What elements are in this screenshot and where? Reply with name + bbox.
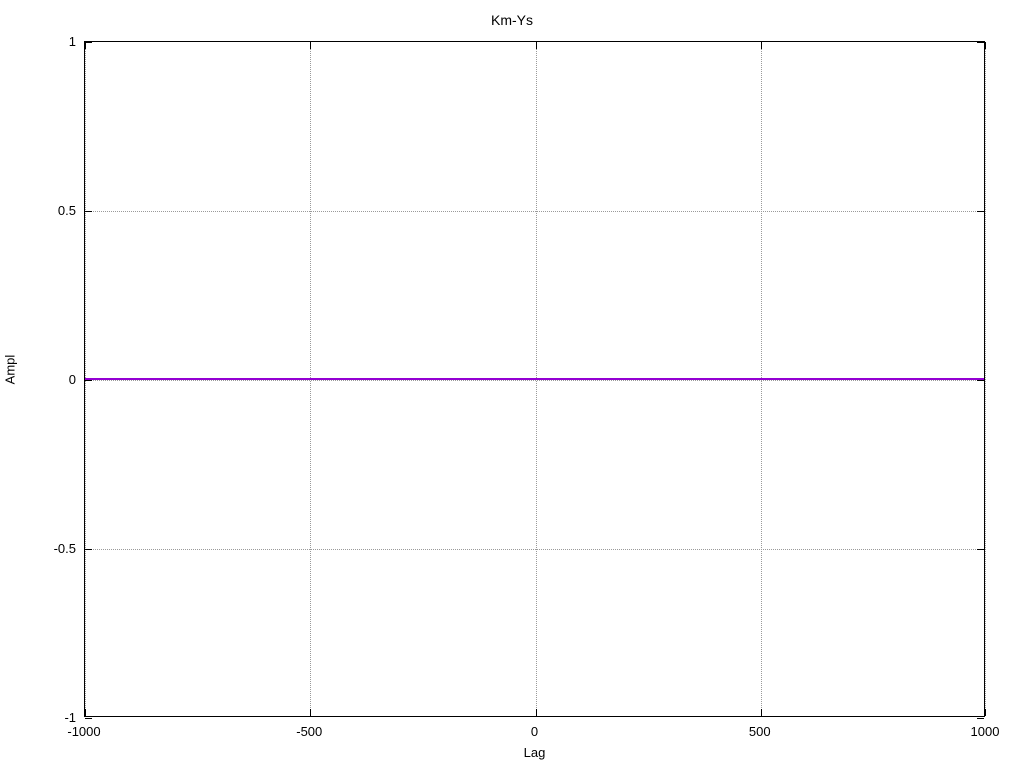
x-tick-mark	[85, 709, 86, 716]
gridline-horizontal	[85, 211, 984, 212]
y-tick-label: 0.5	[57, 203, 76, 218]
y-tick-mark	[85, 211, 92, 212]
gridline-horizontal	[85, 549, 984, 550]
x-tick-mark	[760, 42, 762, 49]
gridline-vertical	[535, 42, 537, 716]
x-tick-mark	[310, 42, 312, 49]
x-tick-mark	[985, 709, 986, 716]
y-tick-mark	[977, 549, 984, 550]
y-tick-mark	[977, 42, 984, 43]
x-tick-label: 1000	[970, 724, 1000, 739]
x-tick-label: 500	[748, 724, 771, 739]
y-tick-mark	[977, 718, 984, 719]
x-axis-tick-labels: -1000 -500 0 500 1000	[67, 724, 999, 743]
y-tick-mark	[85, 380, 92, 381]
y-tick-mark	[85, 42, 92, 43]
y-tick-mark	[85, 718, 92, 719]
gridline-vertical	[985, 42, 986, 716]
x-tick-mark	[760, 709, 762, 716]
data-series-layer	[85, 42, 984, 716]
x-tick-label: -1000	[67, 724, 101, 739]
y-tick-label: -0.5	[53, 541, 76, 556]
gridline-horizontal	[85, 380, 984, 381]
chart-title: Km-Ys	[491, 12, 533, 28]
gridline-vertical	[310, 42, 312, 716]
y-tick-mark	[977, 211, 984, 212]
y-tick-label: 1	[68, 34, 76, 49]
x-tick-label: -500	[296, 724, 323, 739]
y-tick-label: 0	[68, 372, 76, 387]
x-tick-mark	[310, 709, 312, 716]
y-axis-title: Ampl	[2, 354, 18, 385]
x-tick-mark	[535, 42, 537, 49]
x-tick-label: 0	[530, 724, 539, 739]
x-tick-mark	[985, 42, 986, 49]
plot-area	[84, 41, 986, 719]
x-tick-mark	[535, 709, 537, 716]
y-tick-mark	[85, 549, 92, 550]
y-axis-tick-labels: -1 -0.5 0 0.5 1	[0, 35, 76, 724]
y-tick-label: -1	[64, 710, 76, 725]
x-axis-title: Lag	[523, 745, 546, 760]
gridline-vertical	[760, 42, 762, 716]
x-tick-mark	[85, 42, 86, 49]
y-tick-mark	[977, 380, 984, 381]
gridline-vertical	[85, 42, 86, 716]
